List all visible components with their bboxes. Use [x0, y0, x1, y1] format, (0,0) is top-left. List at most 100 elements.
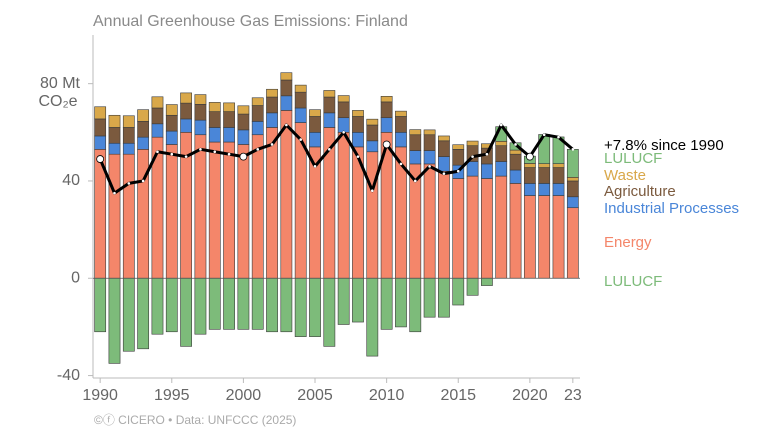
bar [94, 135, 107, 150]
y-tick-label: 80 Mt [40, 75, 81, 92]
bar [395, 116, 407, 133]
bar [165, 277, 178, 333]
bar [194, 104, 207, 121]
series-label: Energy [604, 234, 652, 251]
bar [223, 127, 235, 143]
bar [94, 277, 107, 333]
x-tick-label: 2015 [440, 387, 476, 404]
net-point [382, 140, 391, 149]
net-point [170, 152, 174, 156]
net-point [514, 143, 517, 146]
bar [366, 118, 379, 126]
bar [223, 141, 235, 279]
bar [466, 175, 479, 279]
bar [180, 118, 192, 133]
bar [137, 149, 150, 279]
bar [294, 84, 307, 93]
series-label: LULUCF [604, 273, 662, 290]
bar [423, 129, 436, 136]
x-tick-label: 1995 [154, 387, 190, 404]
bar [208, 111, 221, 128]
bar [194, 94, 207, 105]
bar [552, 167, 565, 184]
bar [423, 150, 436, 165]
bar [237, 277, 250, 330]
bar [438, 135, 450, 142]
series-label: Waste [604, 167, 646, 184]
bar [309, 277, 321, 337]
bar [452, 144, 465, 150]
bar [466, 161, 479, 177]
bar [151, 96, 164, 109]
bar [151, 277, 164, 335]
net-point [371, 189, 374, 192]
bar [323, 96, 336, 114]
bar [538, 167, 551, 184]
bar [523, 163, 536, 168]
net-point [571, 148, 575, 151]
bar [137, 109, 150, 122]
net-point [342, 131, 345, 134]
bar [309, 109, 321, 117]
bar [151, 123, 164, 138]
bar [180, 102, 192, 120]
footer: ©ⓕ CICERO • Data: UNFCCC (2025) [94, 413, 296, 427]
bar [280, 110, 293, 279]
bar [495, 175, 508, 279]
net-point [442, 172, 446, 175]
net-point [285, 123, 288, 127]
bar [180, 92, 192, 104]
bar [137, 121, 150, 138]
bar [409, 134, 422, 151]
net-point [525, 152, 534, 161]
bar [366, 124, 379, 142]
net-point [156, 150, 159, 154]
series-label: Agriculture [604, 183, 676, 200]
bar [380, 117, 393, 133]
net-point [399, 162, 403, 166]
bar [452, 277, 465, 306]
bar [552, 163, 565, 168]
net-point [141, 179, 145, 183]
x-tick-label: 2000 [226, 387, 262, 404]
bar [237, 105, 250, 115]
bar [466, 140, 479, 146]
bar [237, 129, 250, 145]
bar [566, 207, 579, 279]
bar [538, 163, 551, 168]
bar [438, 277, 450, 318]
bar [337, 101, 350, 119]
bar [266, 88, 278, 98]
bar [108, 114, 121, 128]
bar [309, 116, 321, 133]
x-tick-label: 2010 [369, 387, 405, 404]
bar [223, 102, 235, 112]
bar [122, 127, 135, 144]
bar [481, 163, 493, 179]
bar [481, 277, 493, 286]
y-tick-label: -40 [57, 367, 80, 384]
bar [366, 151, 379, 279]
bar [208, 277, 221, 330]
bar [280, 72, 293, 81]
bar [137, 277, 150, 350]
bar [266, 96, 278, 114]
bar [208, 127, 221, 143]
bar [409, 129, 422, 136]
net-point [413, 179, 417, 183]
bar [237, 113, 250, 131]
bar [280, 95, 293, 111]
net-point [127, 182, 131, 185]
y-tick-label: 0 [71, 269, 80, 286]
x-tick-label: 1990 [82, 387, 118, 404]
bar [94, 118, 107, 137]
net-point [542, 133, 546, 137]
bar [122, 153, 135, 279]
bar [251, 97, 264, 106]
bar [452, 178, 465, 279]
bar [208, 141, 221, 279]
bar [280, 79, 293, 97]
bar [552, 195, 565, 279]
bar [108, 153, 121, 279]
net-point [239, 152, 248, 161]
